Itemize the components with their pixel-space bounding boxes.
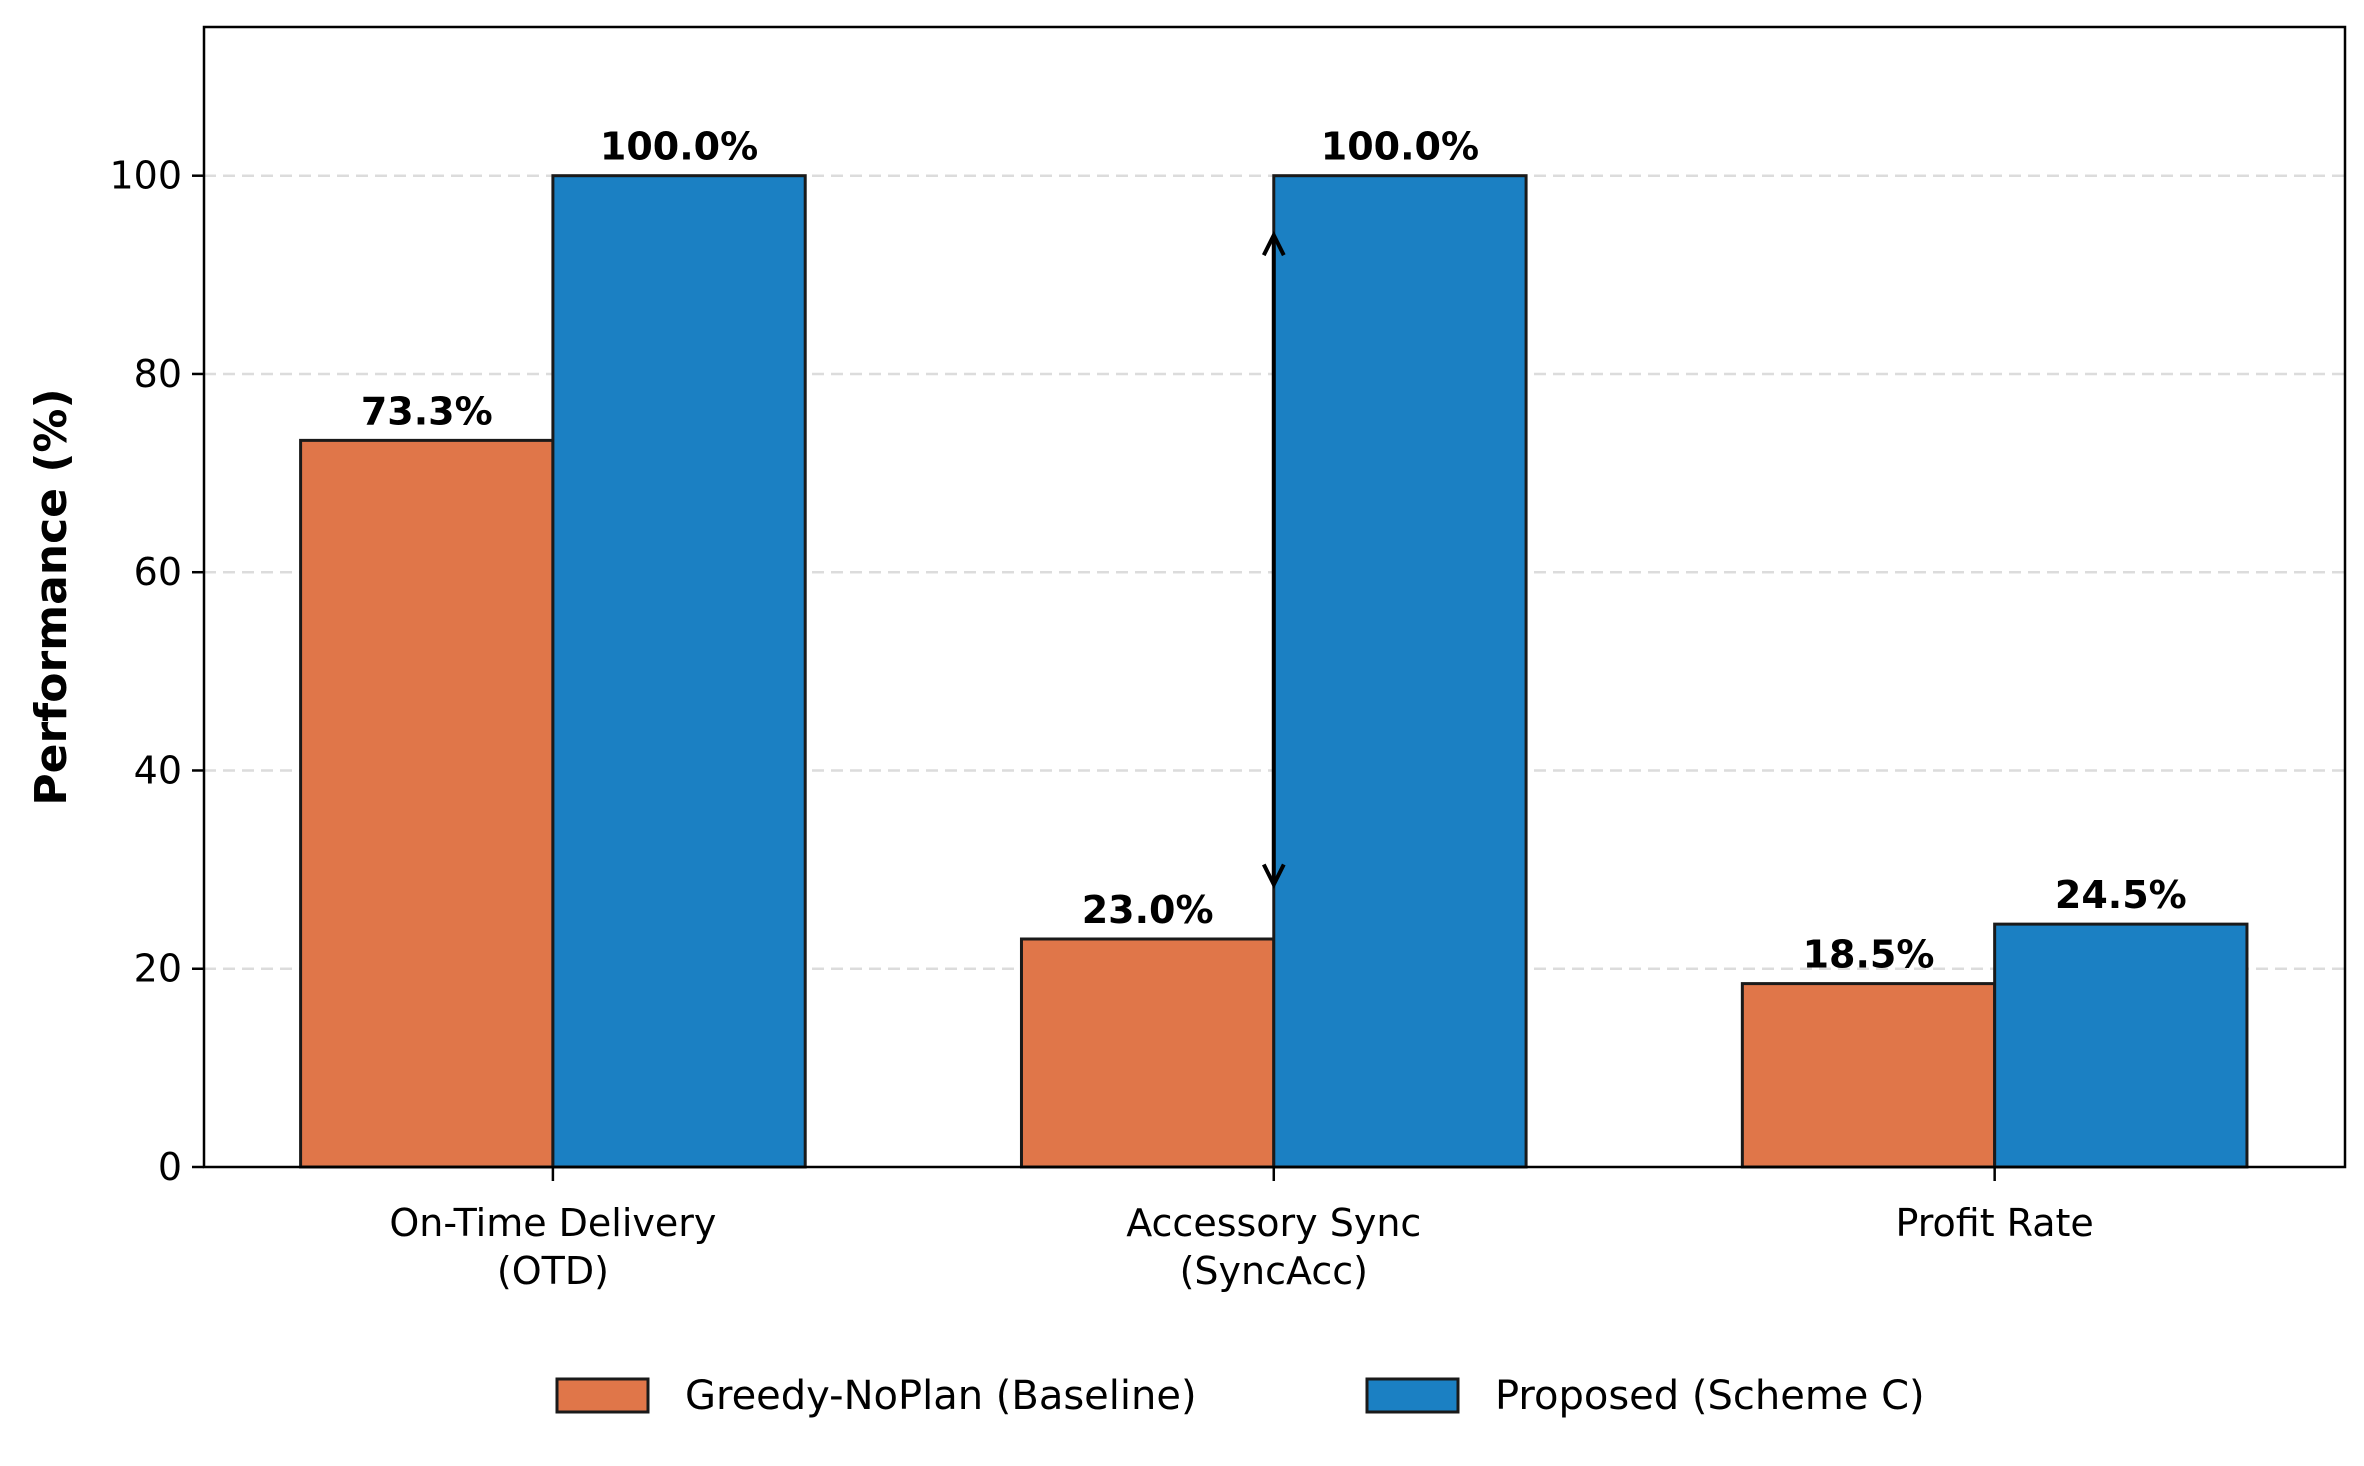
legend-swatch [1365,1377,1460,1414]
bar-baseline [299,438,555,1169]
legend-label: Proposed (Scheme C) [1495,1373,1925,1419]
x-tick-label: (SyncAcc) [1180,1249,1368,1293]
bars: 73.3% 23.0% 18.5% 100.0% 100.0% 24.5% [299,125,2249,1169]
data-label: 23.0% [1082,888,1214,932]
y-tick-label: 40 [134,748,182,792]
y-tick-label: 80 [134,352,182,396]
x-tick-label: On-Time Delivery [389,1201,716,1245]
data-label: 73.3% [361,389,493,433]
legend: Greedy-NoPlan (Baseline) Proposed (Scheme… [555,1373,1925,1419]
x-tick-label: Profit Rate [1895,1201,2093,1245]
legend-swatch [555,1377,650,1414]
y-tick-label: 0 [158,1145,182,1189]
y-tick-label: 100 [109,154,182,198]
x-axis-ticks: On-Time Delivery(OTD) Accessory Sync(Sync… [389,1167,2094,1293]
bar-baseline [1019,937,1276,1169]
y-axis-ticks: 0 20 40 60 80 100 [109,154,204,1189]
y-axis-label: Performance (%) [26,388,77,805]
x-tick-label: Accessory Sync [1126,1201,1421,1245]
x-tick-label: (OTD) [497,1249,609,1293]
bar-proposed [551,174,807,1169]
data-label: 18.5% [1803,933,1935,977]
y-tick-label: 20 [134,947,182,991]
data-label: 24.5% [2055,873,2187,917]
bar-proposed [1272,174,1528,1169]
data-label: 100.0% [1321,125,1479,169]
arrow-head-up [1261,230,1286,257]
y-tick-label: 60 [134,550,182,594]
bar-proposed [1993,922,2249,1169]
legend-label: Greedy-NoPlan (Baseline) [685,1373,1197,1419]
arrow-head-down [1261,863,1286,889]
bar-baseline [1740,982,1997,1169]
annotation-arrow [1261,230,1286,889]
data-label: 100.0% [600,125,758,169]
